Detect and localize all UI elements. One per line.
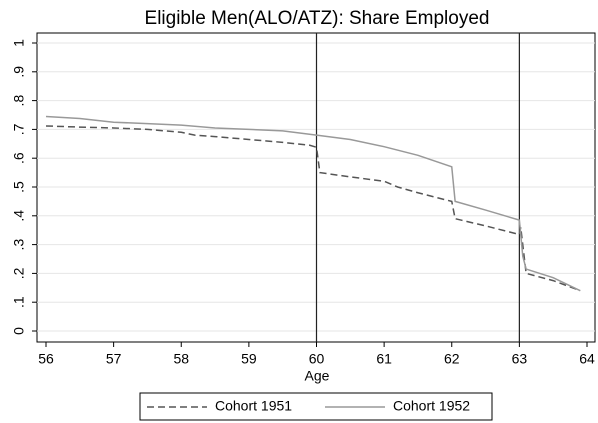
x-tick-label: 60 [309, 351, 325, 367]
chart-title: Eligible Men(ALO/ATZ): Share Employed [145, 8, 490, 29]
x-tick-label: 64 [579, 351, 595, 367]
y-tick-label: .1 [11, 296, 27, 308]
legend-label: Cohort 1951 [215, 398, 292, 414]
y-tick-label: 1 [11, 39, 27, 47]
y-tick-label: 0 [11, 327, 27, 335]
series-line [45, 115, 581, 292]
x-tick-label: 61 [376, 351, 392, 367]
y-tick-label: .6 [11, 152, 27, 164]
series-line [45, 125, 581, 292]
y-tick-label: .2 [11, 267, 27, 279]
y-tick-label: .9 [11, 66, 27, 78]
y-tick-label: .5 [11, 181, 27, 193]
legend-label: Cohort 1952 [393, 398, 470, 414]
x-tick-label: 59 [241, 351, 257, 367]
x-tick-label: 57 [106, 351, 122, 367]
legend [139, 392, 493, 421]
x-tick-label: 58 [173, 351, 189, 367]
x-tick-label: 63 [512, 351, 528, 367]
y-tick-label: .8 [11, 95, 27, 107]
y-tick-label: .3 [11, 239, 27, 251]
x-axis-label: Age [305, 368, 330, 384]
y-tick-label: .4 [11, 210, 27, 222]
x-tick-label: 62 [444, 351, 460, 367]
y-tick-label: .7 [11, 123, 27, 135]
x-tick-label: 56 [38, 351, 54, 367]
